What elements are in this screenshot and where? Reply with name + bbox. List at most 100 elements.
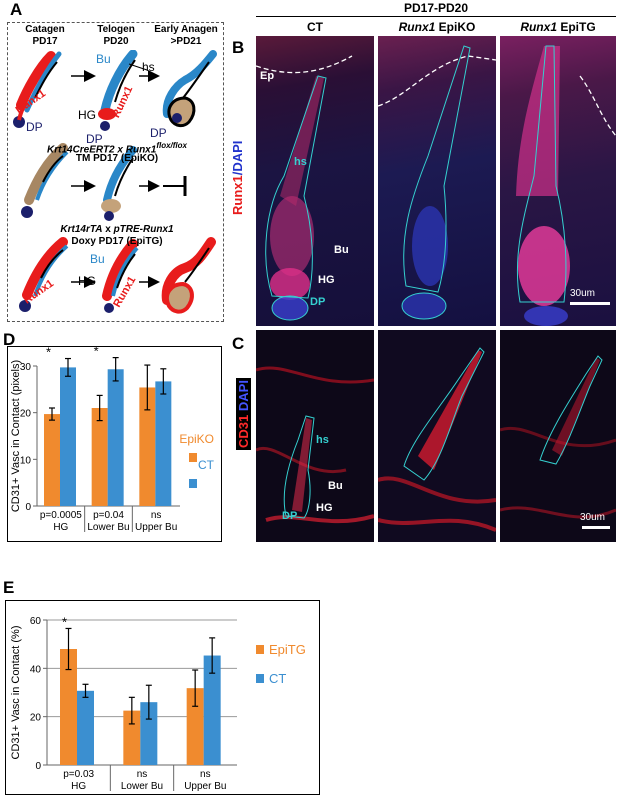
micrograph-b-epiko: [378, 36, 496, 326]
scale-bar-b: [570, 302, 610, 305]
chart-d-bar: [107, 369, 124, 506]
epiko-genotype: Krt14CreERT2 x Runx1flox/flox: [47, 141, 187, 156]
panel-label-a: A: [10, 0, 23, 19]
epiko-treatment: TM PD17 (EpiKO): [75, 153, 159, 164]
chart-d-bar: [139, 387, 156, 506]
scale-label-b: 30um: [570, 288, 596, 299]
label-bu: Bu: [334, 244, 349, 256]
label-bu-row1: Bu: [96, 52, 111, 66]
epiko-follicle-2: [101, 146, 137, 221]
chart-e-ylabel: CD31+ Vasc in Contact (%): [10, 626, 22, 760]
chart-d-legend-swatch: [189, 479, 197, 488]
chart-d-y-tick-label: 20: [20, 409, 32, 420]
chart-e-category-label: Upper Bu: [184, 781, 226, 792]
header-bar: [256, 16, 616, 17]
chart-d-bar: [60, 367, 76, 506]
chart-e-bar: [123, 710, 141, 765]
label-dp-row1b: DP: [86, 132, 103, 146]
epitg-treatment: Doxy PD17 (EpiTG): [71, 236, 163, 247]
chart-d-ylabel: CD31+ Vasc in Contact (pixels): [10, 360, 22, 512]
chart-e-legend-swatch: [256, 645, 264, 654]
label-hs: hs: [294, 156, 307, 168]
panel-label-d: D: [3, 330, 16, 349]
chart-d-category-label: Upper Bu: [135, 522, 177, 533]
micrograph-c-epitg: 30um: [500, 330, 616, 542]
chart-e-bar: [186, 688, 204, 765]
telogen-follicle: [98, 50, 138, 131]
epitg-genotype: Krt14rTA x pTRE-Runx1: [60, 224, 174, 235]
anagen-follicle: [162, 50, 217, 128]
c-label-dp: DP: [282, 510, 298, 522]
label-hs-row1: hs: [142, 60, 155, 74]
chart-e-y-tick-label: 60: [30, 616, 42, 627]
label-hg: HG: [318, 274, 335, 286]
catagen-follicle: [13, 51, 62, 128]
chart-d-frame: [7, 346, 222, 542]
chart-d-pvalue: p=0.04: [93, 510, 124, 521]
label-ep: Ep: [260, 70, 275, 82]
chart-e-legend-swatch: [256, 674, 264, 683]
chart-e-y-tick-label: 40: [30, 664, 42, 675]
epiko-follicle-1: [21, 143, 69, 218]
chart-e-pvalue: p=0.03: [63, 769, 94, 780]
chart-d-y-tick-label: 0: [25, 502, 31, 513]
micrograph-c-epiko: [378, 330, 496, 542]
c-label-hg: HG: [316, 502, 333, 514]
col-header-epitg: Runx1 EpiTG: [520, 20, 596, 34]
b-side-label: Runx1/DAPI: [230, 140, 245, 215]
col-header-ct: CT: [307, 20, 323, 34]
chart-e-category-label: HG: [71, 781, 86, 792]
panel-label-b: B: [232, 38, 245, 57]
label-dp: DP: [310, 296, 326, 308]
chart-e: 0 20 40 60 CD31+ Vasc in Contact (%) p=0.03HG…: [10, 614, 306, 792]
chart-d-bar: [91, 408, 108, 506]
chart-e-pvalue: ns: [200, 769, 211, 780]
chart-d-category-label: Lower Bu: [87, 522, 129, 533]
chart-d-y-tick-label: 10: [20, 455, 32, 466]
stage-telogen: Telogen PD20: [97, 24, 135, 47]
chart-e-bar: [140, 702, 158, 765]
chart-d-legend-label: CT: [198, 458, 215, 472]
schematic-drawings: [13, 50, 217, 314]
chart-e-frame: [5, 600, 320, 795]
c-side-label: CD31 DAPI: [236, 378, 251, 450]
stage-catagen: Catagen PD17: [25, 24, 65, 47]
micrograph-b-ct: Ep hs Bu HG DP: [256, 36, 374, 326]
label-bu-row3: Bu: [90, 252, 105, 266]
scale-bar-c: [582, 526, 610, 529]
chart-e-bar: [203, 655, 221, 765]
label-dp-row1c: DP: [150, 126, 167, 140]
c-label-bu: Bu: [328, 480, 343, 492]
epitg-follicle-2: [102, 239, 139, 313]
chart-d-pvalue: p=0.0005: [40, 510, 82, 521]
chart-d-y-tick-label: 30: [20, 362, 32, 373]
chart-d-bar: [155, 381, 172, 506]
label-hg-row3: HG: [78, 274, 96, 288]
chart-e-bar: [60, 649, 77, 765]
chart-e-legend-label: CT: [269, 671, 286, 686]
epitg-follicle-3: [161, 237, 216, 314]
chart-d-significance-star: *: [46, 346, 51, 360]
c-label-hs: hs: [316, 434, 329, 446]
panel-label-e: E: [3, 578, 15, 597]
scale-label-c: 30um: [580, 512, 606, 523]
label-dp-row1a: DP: [26, 120, 43, 134]
epitg-follicle-1: [19, 237, 69, 312]
chart-e-legend-label: EpiTG: [269, 642, 306, 657]
chart-d-legend-label: EpiKO: [179, 432, 214, 446]
micrograph-c-ct: hs Bu HG DP: [256, 330, 374, 542]
chart-e-y-tick-label: 20: [30, 713, 42, 724]
inhibition-mark: [163, 176, 187, 196]
chart-d-significance-star: *: [94, 346, 99, 359]
stage-early-anagen: Early Anagen >PD21: [154, 24, 218, 47]
chart-e-y-tick-label: 0: [35, 761, 41, 772]
chart-d-category-label: HG: [53, 522, 68, 533]
timepoint-header: PD17-PD20: [403, 1, 469, 15]
chart-e-bar: [77, 690, 94, 765]
chart-e-pvalue: ns: [137, 769, 148, 780]
chart-d-legend-swatch: [189, 453, 197, 462]
col-header-epiko: Runx1 EpiKO: [398, 20, 476, 34]
label-hg-row1: HG: [78, 108, 96, 122]
chart-d-pvalue: ns: [151, 510, 162, 521]
